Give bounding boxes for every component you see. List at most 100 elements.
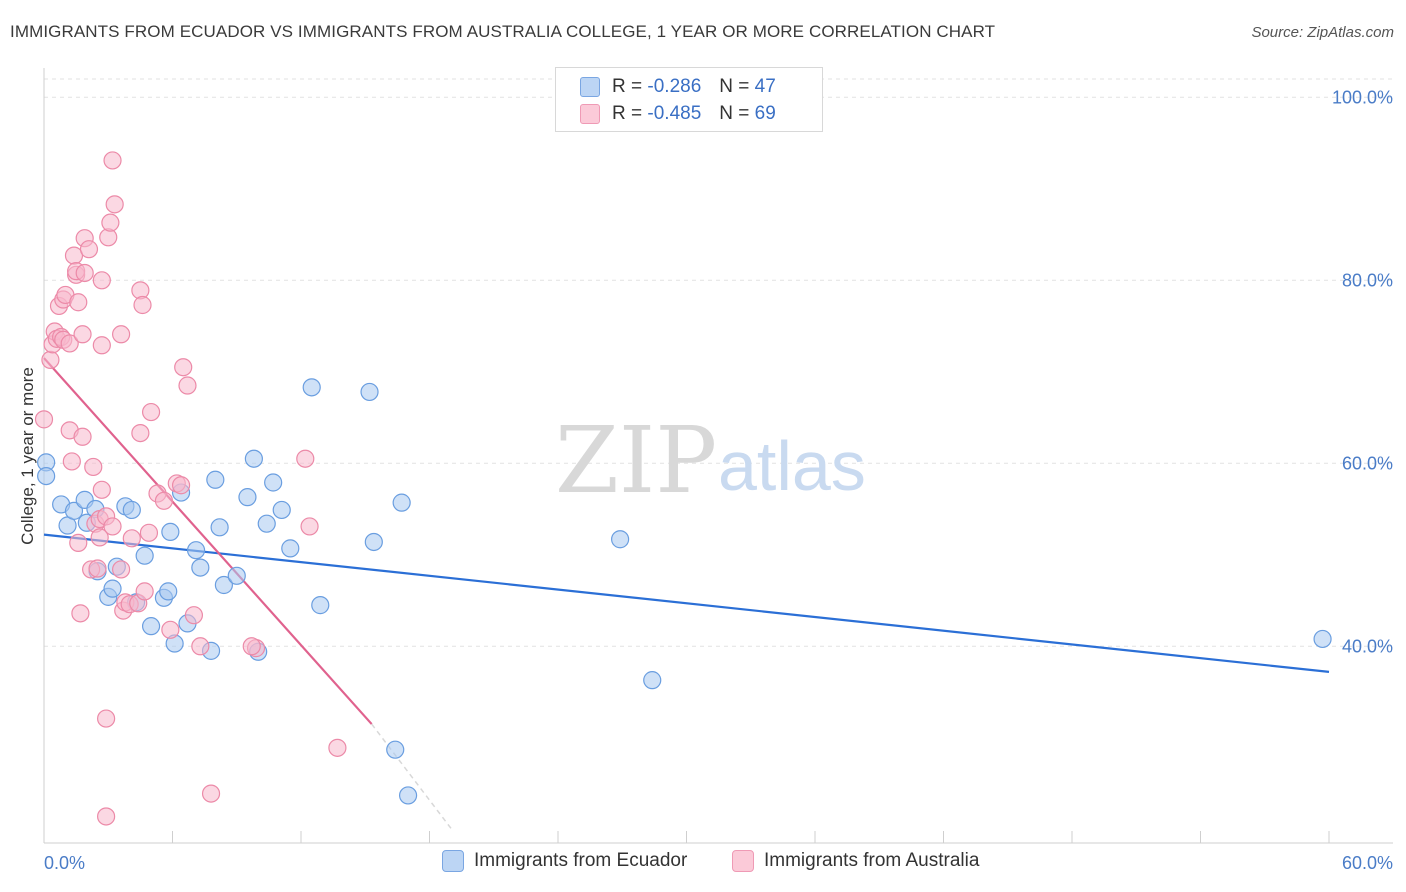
legend-australia-label: Immigrants from Australia (764, 850, 980, 871)
ecuador-n-label: N = (719, 76, 750, 97)
ecuador-point (311, 596, 330, 615)
ecuador-trend-line (43, 533, 1330, 673)
y-tick-label: 100.0% (1332, 87, 1393, 107)
ecuador-point (264, 473, 283, 492)
ecuador-point (302, 378, 321, 397)
australia-point (69, 533, 88, 552)
australia-point (296, 449, 315, 468)
ecuador-point (214, 575, 233, 595)
ecuador-point (37, 466, 56, 486)
australia-point (92, 336, 111, 355)
ecuador-point (64, 501, 84, 520)
legend-item-australia[interactable]: Immigrants from Australia (732, 850, 979, 872)
ecuador-point (186, 541, 206, 560)
australia-point (97, 807, 116, 826)
australia-point (174, 358, 193, 377)
australia-r-value: -0.485 (647, 103, 702, 124)
australia-point (161, 620, 180, 639)
ecuador-point (386, 740, 405, 759)
grid-lines (44, 78, 1393, 647)
australia-point (69, 293, 88, 312)
ecuador-point (135, 546, 154, 565)
ecuador-r-label: R = (612, 76, 643, 97)
australia-point (111, 325, 131, 344)
australia-point (103, 517, 122, 536)
australia-point (101, 213, 120, 232)
ecuador-r-value: -0.286 (647, 76, 702, 97)
y-axis-title: College, 1 year or more (18, 367, 37, 545)
x-tick-label-max: 60.0% (1342, 853, 1393, 873)
australia-trend-line (43, 357, 373, 725)
ecuador-point (210, 518, 229, 537)
watermark-zip: ZIP (555, 407, 717, 514)
australia-point (139, 523, 159, 542)
data-points (34, 151, 1332, 826)
australia-point (84, 457, 103, 477)
australia-n-label: N = (719, 103, 750, 124)
australia-point (71, 604, 90, 623)
australia-point (171, 476, 191, 495)
ecuador-point (191, 558, 210, 577)
legend-ecuador-swatch (442, 850, 464, 872)
y-tick-label: 60.0% (1342, 453, 1393, 473)
australia-point (133, 295, 152, 315)
australia-point (184, 606, 204, 625)
ecuador-swatch (580, 77, 600, 97)
australia-point (41, 350, 60, 369)
australia-point (97, 709, 116, 728)
ecuador-point (643, 671, 662, 690)
ecuador-point (141, 617, 161, 636)
stats-legend: R = -0.286 N = 47 R = -0.485 N = 69 (555, 67, 823, 132)
legend-ecuador-label: Immigrants from Ecuador (474, 850, 688, 871)
ecuador-point (159, 582, 178, 601)
australia-r-label: R = (612, 103, 643, 124)
australia-point (79, 240, 99, 259)
australia-point (75, 263, 94, 283)
x-tick-label-min: 0.0% (44, 853, 85, 873)
source-label: Source: ZipAtlas.com (1251, 24, 1394, 41)
australia-point (111, 560, 131, 579)
ecuador-point (611, 530, 630, 549)
chart-title: IMMIGRANTS FROM ECUADOR VS IMMIGRANTS FR… (10, 22, 996, 41)
tick-labels: 100.0% 80.0% 60.0% 40.0% 0.0% 60.0% (44, 87, 1393, 873)
legend-row-ecuador: R = -0.286 N = 47 (580, 75, 776, 99)
australia-point (92, 271, 111, 290)
ecuador-point (364, 532, 383, 552)
ecuador-point (227, 566, 246, 585)
australia-point (105, 195, 124, 214)
australia-point (300, 517, 319, 536)
australia-point (103, 151, 122, 170)
australia-point (141, 402, 161, 422)
ecuador-point (238, 488, 257, 507)
australia-swatch (580, 104, 600, 124)
legend-australia-swatch (732, 850, 754, 872)
y-tick-label: 80.0% (1342, 270, 1393, 290)
ecuador-point (244, 449, 263, 468)
australia-point (131, 423, 150, 443)
watermark-atlas: atlas (718, 427, 866, 505)
ecuador-point (103, 579, 122, 598)
australia-trend-extrapolation (371, 723, 454, 832)
australia-point (73, 325, 92, 344)
australia-point (88, 559, 107, 578)
australia-point (154, 491, 174, 510)
australia-point (90, 528, 109, 547)
australia-n-value: 69 (754, 103, 776, 124)
legend-row-australia: R = -0.485 N = 69 (580, 102, 776, 126)
australia-point (201, 784, 221, 803)
y-tick-label: 40.0% (1342, 636, 1393, 656)
australia-point (242, 637, 261, 656)
ecuador-point (1313, 629, 1332, 649)
ecuador-point (257, 514, 276, 533)
australia-point (191, 637, 210, 656)
australia-point (135, 582, 154, 601)
ecuador-point (281, 539, 300, 558)
legend-item-ecuador[interactable]: Immigrants from Ecuador (442, 850, 687, 872)
australia-point (178, 376, 197, 395)
ecuador-point (392, 493, 411, 512)
ecuador-point (398, 786, 418, 805)
ecuador-point (161, 522, 180, 542)
ecuador-point (272, 500, 291, 520)
australia-point (328, 738, 347, 757)
